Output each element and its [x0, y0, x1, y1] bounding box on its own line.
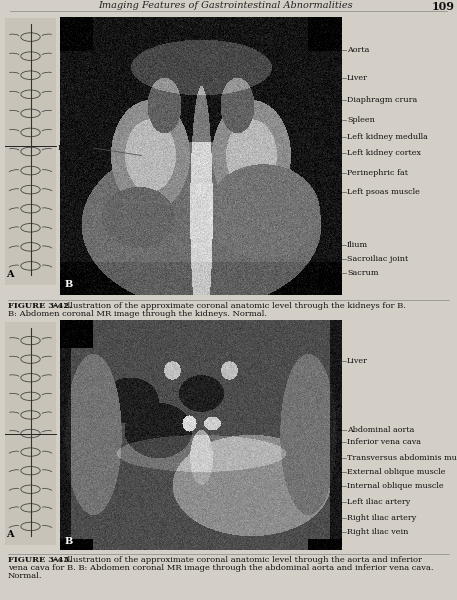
Text: Sacrum: Sacrum	[347, 269, 378, 277]
Text: Aorta: Aorta	[347, 46, 369, 55]
Text: Sacroiliac joint: Sacroiliac joint	[347, 255, 408, 263]
Text: B: Abdomen coronal MR image through the kidneys. Normal.: B: Abdomen coronal MR image through the …	[8, 310, 267, 318]
Text: Transversus abdominis muscle: Transversus abdominis muscle	[347, 454, 457, 462]
Text: Diaphragm crura: Diaphragm crura	[347, 97, 417, 104]
Text: A: A	[6, 270, 14, 279]
Text: Left kidney cortex: Left kidney cortex	[347, 149, 421, 157]
Text: Liver: Liver	[347, 74, 368, 82]
Text: A: Illustration of the approximate coronal anatomic level through the aorta and : A: Illustration of the approximate coron…	[50, 556, 422, 564]
Text: Normal.: Normal.	[8, 572, 43, 580]
Text: Spleen: Spleen	[347, 116, 375, 124]
Text: A: Illustration of the approximate coronal anatomic level through the kidneys fo: A: Illustration of the approximate coron…	[50, 302, 406, 310]
Text: Ilium: Ilium	[347, 241, 368, 249]
Text: Imaging Features of Gastrointestinal Abnormalities: Imaging Features of Gastrointestinal Abn…	[98, 1, 352, 10]
Text: External oblique muscle: External oblique muscle	[347, 468, 446, 476]
Bar	[5, 18, 56, 285]
Text: B: B	[65, 280, 73, 289]
Text: vena cava for B. B: Abdomen coronal MR image through the abdominal aorta and inf: vena cava for B. B: Abdomen coronal MR i…	[8, 564, 434, 572]
Bar	[5, 322, 56, 545]
Text: 109: 109	[431, 1, 455, 11]
Text: FIGURE 3-42.: FIGURE 3-42.	[8, 302, 72, 310]
Text: Right iliac vein: Right iliac vein	[347, 527, 409, 536]
Text: Right iliac artery: Right iliac artery	[347, 514, 416, 522]
Text: Left psoas muscle: Left psoas muscle	[347, 188, 420, 196]
Text: B: B	[65, 537, 73, 546]
Text: A: A	[6, 530, 14, 539]
Text: FIGURE 3-43.: FIGURE 3-43.	[8, 556, 72, 564]
Text: Inferior vena cava: Inferior vena cava	[347, 438, 421, 446]
Text: Perinephric fat: Perinephric fat	[347, 169, 408, 176]
Text: Right kidney: Right kidney	[58, 143, 110, 152]
Text: Internal oblique muscle: Internal oblique muscle	[347, 482, 444, 490]
Text: Left kidney medulla: Left kidney medulla	[347, 133, 428, 140]
Text: Abdominal aorta: Abdominal aorta	[347, 427, 414, 434]
Text: Liver: Liver	[347, 358, 368, 365]
Text: Left iliac artery: Left iliac artery	[347, 498, 410, 506]
